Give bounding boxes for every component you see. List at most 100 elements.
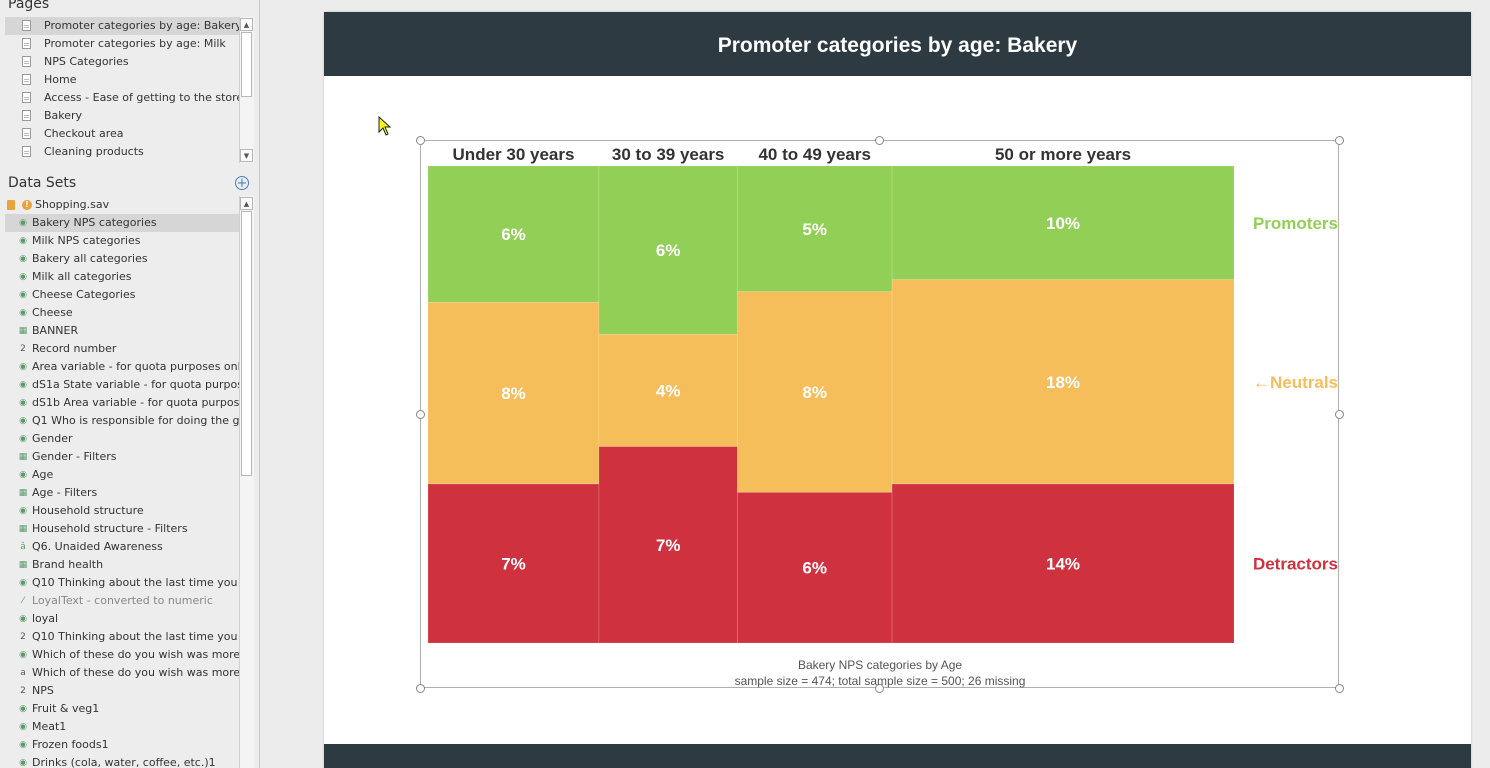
mosaic-cell-detractors[interactable] — [598, 446, 738, 644]
dataset-variable-item[interactable]: ◉ Bakery NPS categories — [5, 214, 239, 232]
page-icon — [22, 110, 31, 121]
page-list-item[interactable]: Home — [5, 71, 239, 89]
scroll-up-icon[interactable]: ▲ — [240, 197, 253, 210]
dataset-variable-item[interactable]: ▦ Age - Filters — [5, 484, 239, 502]
page-icon — [22, 128, 31, 139]
page-list-item-label: Promoter categories by age: Bakery — [44, 19, 239, 32]
resize-handle[interactable] — [416, 136, 425, 145]
mosaic-cell-detractors[interactable] — [427, 483, 600, 644]
resize-handle[interactable] — [875, 136, 884, 145]
dataset-variable-item[interactable]: ◉ Drinks (cola, water, coffee, etc.)1 — [5, 754, 239, 768]
resize-handle[interactable] — [1335, 684, 1344, 693]
dataset-variable-item[interactable]: 2 NPS — [5, 682, 239, 700]
dataset-variable-item[interactable]: ⁄ LoyalText - converted to numeric — [5, 592, 239, 610]
column-header: 30 to 39 years — [612, 145, 724, 164]
dataset-variable-label: Household structure - Filters — [32, 522, 188, 535]
dataset-variable-item[interactable]: ◉ Q1 Who is responsible for doing the gro… — [5, 412, 239, 430]
datasets-header: Data Sets — [8, 175, 77, 191]
dataset-variable-item[interactable]: ◉ Gender — [5, 430, 239, 448]
mosaic-chart[interactable]: 6% 8% 7% Under 30 years 6% 4% 7% 30 to 39 years… — [324, 12, 1471, 732]
dataset-variable-item[interactable]: ◉ Which of these do you wish was more cc — [5, 646, 239, 664]
column-header: 50 or more years — [995, 145, 1131, 164]
add-dataset-icon[interactable]: + — [235, 176, 249, 191]
data-label: 7% — [501, 555, 526, 574]
page-list-item-label: Bakery — [44, 109, 83, 122]
page-icon — [22, 146, 31, 157]
page-list-item[interactable]: NPS Categories — [5, 53, 239, 71]
categorical-variable-icon: ◉ — [19, 290, 27, 300]
data-label: 14% — [1046, 555, 1080, 574]
page-icon — [22, 38, 31, 49]
dataset-variable-item[interactable]: ◉ Fruit & veg1 — [5, 700, 239, 718]
dataset-variable-label: Q6. Unaided Awareness — [32, 540, 163, 553]
mosaic-cell-detractors[interactable] — [891, 483, 1235, 644]
dataset-variable-item[interactable]: ◉ Bakery all categories — [5, 250, 239, 268]
dataset-variable-item[interactable]: ◉ dS1b Area variable - for quota purposes — [5, 394, 239, 412]
mosaic-cell-promoters[interactable] — [891, 165, 1235, 280]
report-page: Promoter categories by age: Bakery 6% 8% 7… — [324, 12, 1471, 768]
categorical-variable-icon: ◉ — [19, 362, 27, 372]
dataset-variable-item[interactable]: ▦ BANNER — [5, 322, 239, 340]
dataset-variable-item[interactable]: ◉ dS1a State variable - for quota purpose… — [5, 376, 239, 394]
categorical-variable-icon: ◉ — [19, 578, 27, 588]
page-icon — [22, 74, 31, 85]
dataset-variable-item[interactable]: ◉ Milk all categories — [5, 268, 239, 286]
numeric-variable-icon: 2 — [20, 344, 26, 354]
scroll-down-icon[interactable]: ▼ — [240, 149, 253, 162]
datasets-scrollbar[interactable]: ▲ — [239, 196, 254, 768]
dataset-variable-item[interactable]: ◉ Milk NPS categories — [5, 232, 239, 250]
dataset-variable-item[interactable]: ◉ Q10 Thinking about the last time you we — [5, 574, 239, 592]
legend-label-neutrals: ←Neutrals — [1253, 373, 1338, 392]
dataset-variable-item[interactable]: ▦ Brand health — [5, 556, 239, 574]
page-list-item[interactable]: Bakery — [5, 107, 239, 125]
dataset-variable-item[interactable]: ◉ Age — [5, 466, 239, 484]
page-list-item[interactable]: Promoter categories by age: Milk — [5, 35, 239, 53]
categorical-variable-icon: ◉ — [19, 704, 27, 714]
dataset-variable-item[interactable]: ◉ Cheese Categories — [5, 286, 239, 304]
resize-handle[interactable] — [875, 684, 884, 693]
dataset-variable-item[interactable]: ▦ Household structure - Filters — [5, 520, 239, 538]
dataset-variable-item[interactable]: ▦ Gender - Filters — [5, 448, 239, 466]
pages-header: Pages — [8, 0, 50, 12]
scroll-up-icon[interactable]: ▲ — [240, 18, 253, 31]
pages-scrollbar[interactable]: ▲ ▼ — [239, 17, 254, 163]
resize-handle[interactable] — [1335, 136, 1344, 145]
data-label: 6% — [501, 225, 526, 244]
dataset-variable-item[interactable]: ǎ Q6. Unaided Awareness — [5, 538, 239, 556]
page-icon — [22, 20, 31, 31]
categorical-variable-icon: ◉ — [19, 398, 27, 408]
dataset-variable-item[interactable]: ◉ Cheese — [5, 304, 239, 322]
categorical-variable-icon: ◉ — [19, 506, 27, 516]
page-list-item[interactable]: Access - Ease of getting to the store — [5, 89, 239, 107]
pages-list: Promoter categories by age: Bakery Promot… — [5, 17, 239, 161]
dataset-variable-item[interactable]: ◉ Meat1 — [5, 718, 239, 736]
dataset-variable-item[interactable]: ◉ Household structure — [5, 502, 239, 520]
page-list-item[interactable]: Cleaning products — [5, 143, 239, 161]
dataset-variable-item[interactable]: 2 Record number — [5, 340, 239, 358]
mosaic-cell-neutrals[interactable] — [891, 279, 1235, 485]
page-list-item[interactable]: Checkout area — [5, 125, 239, 143]
page-list-item-label: Checkout area — [44, 127, 124, 140]
scroll-thumb[interactable] — [241, 32, 252, 97]
page-list-item[interactable]: Promoter categories by age: Bakery — [5, 17, 239, 35]
resize-handle[interactable] — [416, 410, 425, 419]
dataset-variable-label: Bakery all categories — [32, 252, 148, 265]
dataset-variable-item[interactable]: ◉ loyal — [5, 610, 239, 628]
mosaic-cell-neutrals[interactable] — [427, 301, 600, 485]
mosaic-cell-neutrals[interactable] — [737, 291, 893, 493]
mosaic-cell-detractors[interactable] — [737, 492, 893, 644]
dataset-file[interactable]: ! Shopping.sav — [5, 196, 239, 214]
mosaic-cell-promoters[interactable] — [737, 165, 893, 292]
dataset-variable-item[interactable]: a Which of these do you wish was more cc — [5, 664, 239, 682]
text-variable-icon: ǎ — [20, 542, 26, 552]
dataset-variable-item[interactable]: ◉ Frozen foods1 — [5, 736, 239, 754]
dataset-variable-item[interactable]: ◉ Area variable - for quota purposes only — [5, 358, 239, 376]
data-label: 6% — [802, 559, 827, 578]
mosaic-cell-promoters[interactable] — [598, 165, 738, 335]
dataset-variable-item[interactable]: 2 Q10 Thinking about the last time you we — [5, 628, 239, 646]
scroll-thumb[interactable] — [241, 211, 252, 476]
resize-handle[interactable] — [1335, 410, 1344, 419]
dataset-variable-label: Cheese — [32, 306, 73, 319]
mosaic-cell-neutrals[interactable] — [598, 334, 738, 447]
resize-handle[interactable] — [416, 684, 425, 693]
